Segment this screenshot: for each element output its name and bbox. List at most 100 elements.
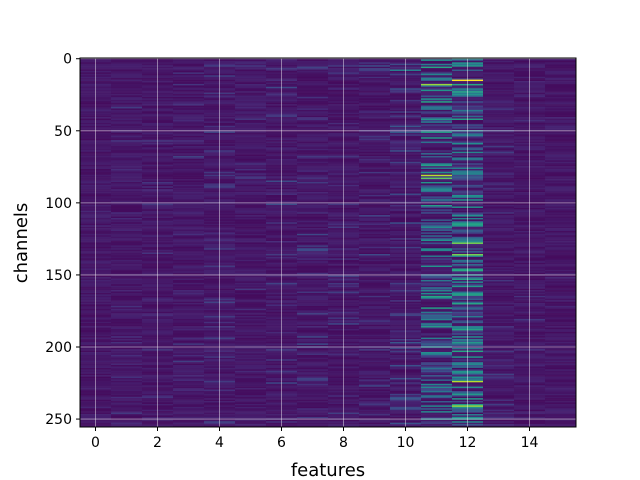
heatmap-cell bbox=[359, 81, 391, 83]
heatmap-cell bbox=[297, 174, 329, 177]
heatmap-cell bbox=[297, 118, 329, 121]
heatmap-cell bbox=[483, 86, 515, 89]
heatmap-cell bbox=[421, 359, 453, 361]
heatmap-cell bbox=[483, 311, 515, 314]
heatmap-cell bbox=[483, 171, 515, 174]
heatmap-cell bbox=[359, 138, 391, 141]
heatmap-cell bbox=[235, 76, 267, 79]
heatmap-cell bbox=[483, 181, 515, 184]
heatmap-cell bbox=[421, 399, 453, 402]
heatmap-cell bbox=[111, 226, 143, 229]
heatmap-cell bbox=[297, 303, 329, 305]
heatmap-cell bbox=[235, 89, 267, 92]
heatmap-cell bbox=[483, 393, 515, 396]
heatmap-cell bbox=[359, 78, 391, 80]
heatmap-cell bbox=[235, 96, 267, 99]
axes-frame bbox=[79, 57, 577, 428]
heatmap-cell bbox=[297, 232, 329, 235]
heatmap-cell bbox=[483, 316, 515, 318]
heatmap-cell bbox=[297, 301, 329, 304]
heatmap-cell bbox=[545, 91, 577, 93]
heatmap-cell bbox=[173, 321, 205, 324]
heatmap-cell bbox=[545, 261, 577, 263]
heatmap-cell bbox=[235, 359, 267, 361]
heatmap-cell bbox=[235, 229, 267, 232]
heatmap-cell bbox=[297, 85, 329, 88]
heatmap-cell bbox=[359, 225, 391, 227]
heatmap-cell bbox=[297, 271, 329, 274]
heatmap-cell bbox=[359, 373, 391, 376]
heatmap-cell bbox=[359, 291, 391, 294]
heatmap-cell bbox=[421, 395, 453, 398]
heatmap-cell bbox=[545, 78, 577, 80]
heatmap-cell bbox=[545, 223, 577, 226]
heatmap-cell bbox=[297, 340, 329, 343]
heatmap-cell bbox=[111, 356, 143, 359]
heatmap-cell bbox=[235, 81, 267, 83]
heatmap-cell bbox=[421, 232, 453, 235]
heatmap-cell bbox=[545, 181, 577, 184]
heatmap-cell bbox=[359, 422, 391, 425]
heatmap-cell bbox=[483, 143, 515, 145]
heatmap-cell bbox=[359, 233, 391, 236]
heatmap-cell bbox=[111, 158, 143, 161]
heatmap-cell bbox=[297, 189, 329, 191]
heatmap-cell bbox=[297, 194, 329, 197]
heatmap-cell bbox=[173, 421, 205, 423]
heatmap-cell bbox=[297, 121, 329, 124]
heatmap-cell bbox=[235, 422, 267, 425]
heatmap-cell bbox=[173, 372, 205, 374]
heatmap-cell bbox=[421, 151, 453, 154]
heatmap-cell bbox=[173, 337, 205, 340]
heatmap-cell bbox=[173, 285, 205, 288]
heatmap-cell bbox=[483, 246, 515, 249]
heatmap-cell bbox=[111, 340, 143, 343]
heatmap-cell bbox=[421, 72, 453, 75]
heatmap-cell bbox=[359, 193, 391, 196]
heatmap-cell bbox=[111, 416, 143, 419]
heatmap-cell bbox=[421, 91, 453, 93]
heatmap-cell bbox=[297, 124, 329, 127]
heatmap-cell bbox=[545, 297, 577, 300]
heatmap-cell bbox=[111, 347, 143, 350]
heatmap-cell bbox=[359, 147, 391, 150]
heatmap-cell bbox=[297, 117, 329, 119]
heatmap-cell bbox=[297, 66, 329, 69]
heatmap-cell bbox=[545, 416, 577, 419]
heatmap-cell bbox=[173, 174, 205, 177]
heatmap-cell bbox=[483, 137, 515, 140]
heatmap-cell bbox=[173, 287, 205, 289]
heatmap-cell bbox=[111, 177, 143, 180]
heatmap-cell bbox=[545, 241, 577, 243]
heatmap-cell bbox=[111, 132, 143, 135]
heatmap-cell bbox=[483, 212, 515, 214]
heatmap-cell bbox=[173, 147, 205, 150]
heatmap-cell bbox=[421, 181, 453, 184]
heatmap-cell bbox=[235, 137, 267, 140]
heatmap-cell bbox=[483, 323, 515, 325]
heatmap-cell bbox=[421, 330, 453, 333]
heatmap-cell bbox=[111, 78, 143, 80]
heatmap-cell bbox=[483, 310, 515, 312]
heatmap-cell bbox=[359, 125, 391, 128]
heatmap-cell bbox=[359, 359, 391, 361]
heatmap-cell bbox=[421, 215, 453, 217]
heatmap-cell bbox=[421, 281, 453, 284]
heatmap-cell bbox=[297, 254, 329, 256]
heatmap-cell bbox=[111, 222, 143, 225]
heatmap-cell bbox=[297, 281, 329, 284]
heatmap-cell bbox=[235, 102, 267, 105]
heatmap-cell bbox=[235, 94, 267, 96]
heatmap-cell bbox=[483, 219, 515, 222]
heatmap-cell bbox=[483, 186, 515, 189]
heatmap-cell bbox=[483, 117, 515, 119]
heatmap-cell bbox=[235, 268, 267, 271]
heatmap-cell bbox=[421, 258, 453, 261]
heatmap-cell bbox=[421, 294, 453, 297]
heatmap-cell bbox=[421, 233, 453, 236]
heatmap-cell bbox=[545, 386, 577, 389]
heatmap-cell bbox=[545, 269, 577, 272]
heatmap-cell bbox=[421, 183, 453, 186]
heatmap-cell bbox=[297, 367, 329, 370]
heatmap-cell bbox=[235, 314, 267, 317]
